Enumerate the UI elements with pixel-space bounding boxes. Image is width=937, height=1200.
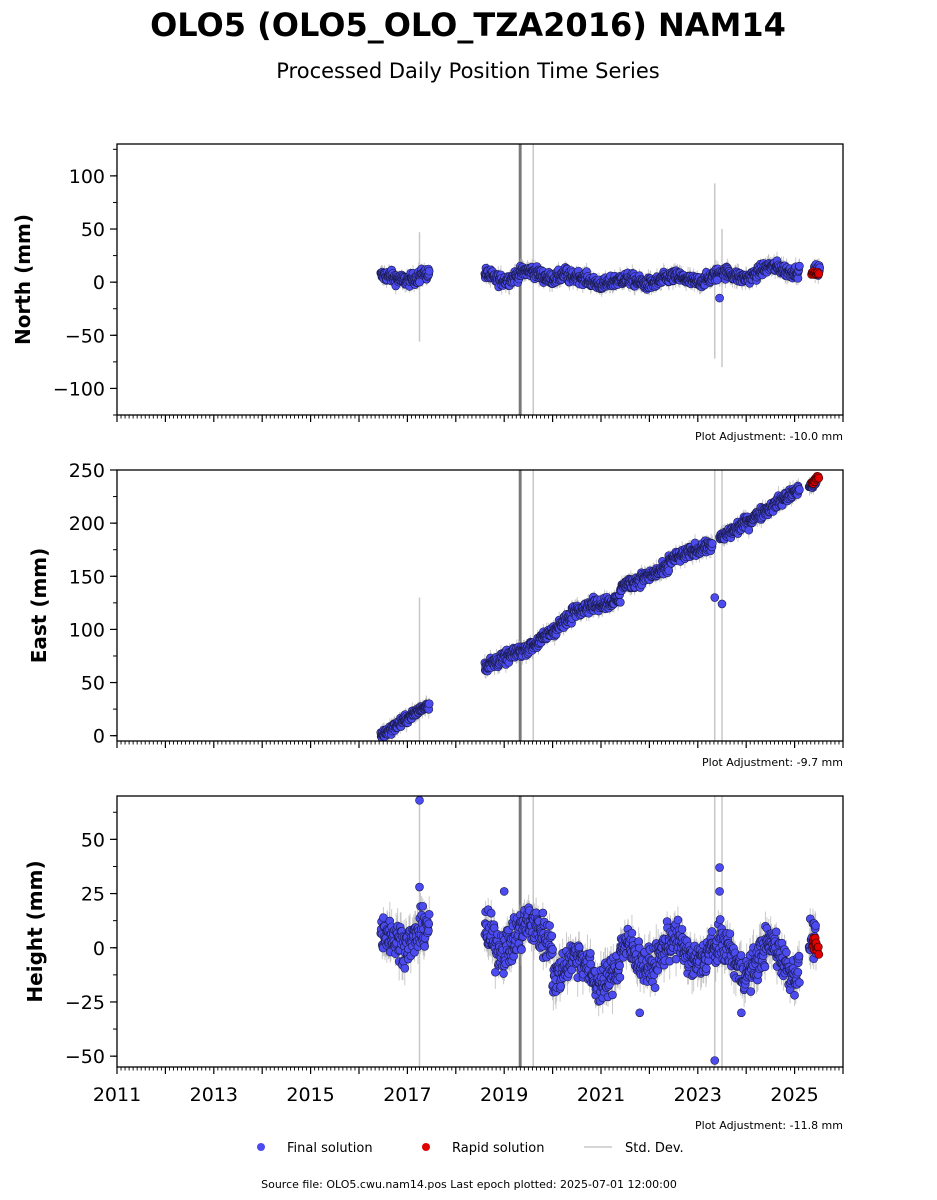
y-tick-label: 250 xyxy=(69,460,105,482)
final-point xyxy=(424,699,434,709)
plot-adjustment-note: Plot Adjustment: -10.0 mm xyxy=(695,430,843,443)
panel-east: 250 200 150 100 50 0 East (mm) Plot Adjustment:… xyxy=(27,460,844,769)
final-point xyxy=(795,485,804,494)
rapid-point xyxy=(814,269,824,279)
final-point xyxy=(616,597,625,607)
final-point xyxy=(744,525,754,535)
final-point xyxy=(717,599,727,609)
figure-title: OLO5 (OLO5_OLO_TZA2016) NAM14 xyxy=(150,6,786,44)
plot-frame xyxy=(116,469,844,742)
final-point xyxy=(664,566,674,575)
panel-north: 100 50 0 −50 −100 North (mm) Plot Adjustment: … xyxy=(11,143,844,443)
final-point xyxy=(710,593,720,602)
final-point xyxy=(708,539,717,548)
final-point xyxy=(415,277,424,287)
y-tick-label: 100 xyxy=(69,619,105,641)
y-tick-label: 0 xyxy=(93,272,105,294)
y-tick-label: 0 xyxy=(93,726,105,748)
rapid-point xyxy=(814,473,824,483)
plot-area xyxy=(376,144,825,415)
final-point xyxy=(424,266,434,276)
y-tick-label: 50 xyxy=(81,673,105,695)
plot-adjustment-note: Plot Adjustment: -9.7 mm xyxy=(702,756,843,769)
y-tick-label: 200 xyxy=(69,513,105,535)
final-point xyxy=(715,293,724,303)
outlier-band xyxy=(518,470,522,741)
final-point xyxy=(795,261,804,271)
figure-subtitle: Processed Daily Position Time Series xyxy=(276,59,660,83)
y-tick-label: 150 xyxy=(69,566,105,588)
y-axis-label: East (mm) xyxy=(27,548,51,664)
y-tick-label: −100 xyxy=(53,378,105,400)
y-tick-label: 50 xyxy=(81,219,105,241)
plot-area xyxy=(376,796,824,1067)
y-tick-label: 100 xyxy=(69,166,105,188)
y-tick-label: −50 xyxy=(65,325,105,347)
plot-area xyxy=(376,470,824,741)
final-point xyxy=(712,275,722,285)
y-axis-label: North (mm) xyxy=(11,214,35,345)
